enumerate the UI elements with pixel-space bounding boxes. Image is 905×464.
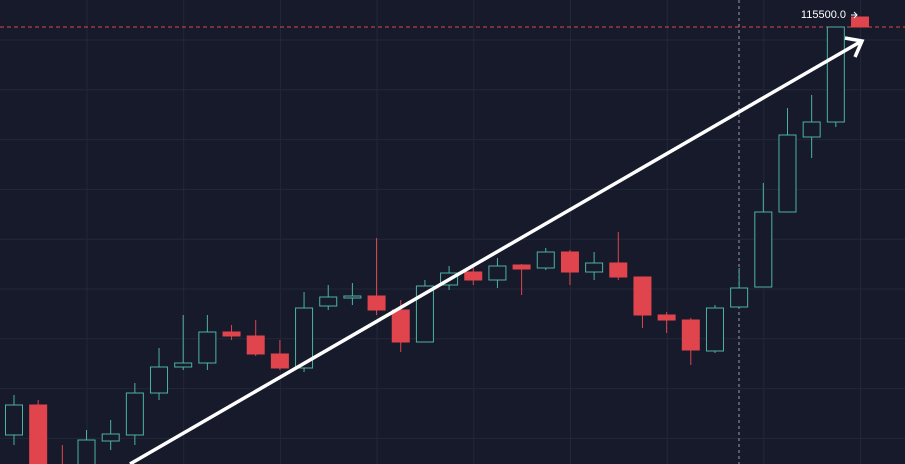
candle-body — [391, 309, 410, 343]
candle-body — [174, 362, 193, 368]
candle-body — [319, 296, 338, 307]
candle-body — [367, 295, 386, 311]
candle-body — [657, 314, 676, 321]
candle-body — [681, 319, 700, 351]
candle-body — [730, 287, 749, 308]
candle-body — [5, 404, 23, 436]
candles — [5, 16, 869, 464]
trend-arrow — [129, 40, 861, 464]
candle-body — [150, 366, 169, 394]
candle-body — [826, 26, 845, 123]
candle-body — [802, 121, 821, 138]
candle-body — [536, 251, 555, 269]
candle-body — [270, 353, 289, 369]
candle-body — [295, 307, 314, 369]
candle-body — [609, 262, 628, 278]
candle-body — [125, 392, 144, 436]
candle-body — [512, 264, 531, 270]
candle-body — [343, 295, 362, 299]
candle-body — [851, 16, 869, 28]
trend-arrow-head — [844, 36, 865, 58]
candle-body — [705, 307, 724, 352]
candle-body — [585, 262, 604, 273]
candle-body — [101, 433, 120, 442]
candle-body — [415, 285, 434, 343]
candle-body — [222, 331, 241, 337]
candle-body — [29, 404, 48, 464]
candle-body — [560, 251, 579, 273]
price-label-icon — [851, 11, 858, 19]
candle-body — [778, 134, 797, 213]
candle-body — [633, 276, 652, 316]
candle-body — [246, 335, 265, 355]
candle-body — [198, 331, 217, 364]
candle-body — [754, 211, 773, 288]
price-label: 115500.0 — [801, 9, 846, 21]
candle-body — [464, 271, 483, 281]
candle-body — [488, 265, 507, 281]
candle-body — [77, 439, 96, 464]
